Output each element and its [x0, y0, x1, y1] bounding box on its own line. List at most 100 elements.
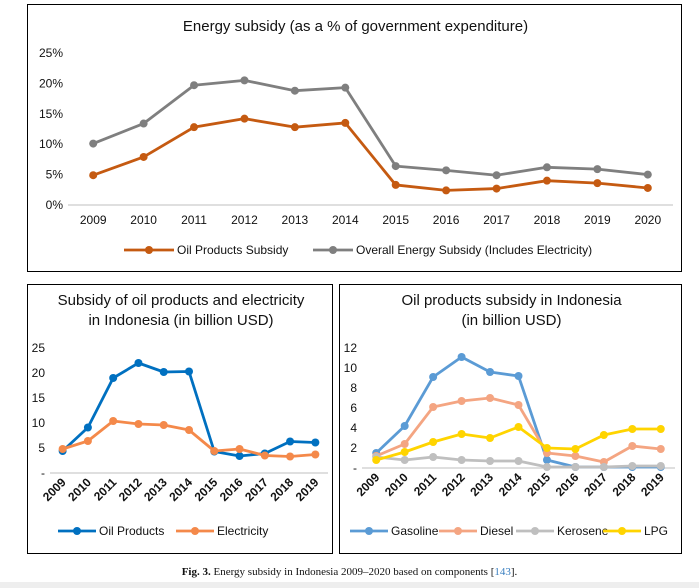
- data-point: [457, 397, 466, 405]
- figure-caption: Fig. 3. Energy subsidy in Indonesia 2009…: [0, 566, 699, 578]
- x-tick-label: 2014: [166, 475, 195, 504]
- data-point: [429, 403, 438, 411]
- x-tick-label: 2019: [638, 470, 667, 499]
- x-tick-label: 2011: [411, 470, 440, 499]
- chart-oil-products-subsidy: Oil products subsidy in Indonesia (in bil…: [339, 284, 682, 554]
- x-tick-label: 2013: [141, 475, 170, 504]
- data-point: [442, 166, 451, 175]
- x-tick-label: 2016: [553, 470, 582, 499]
- data-point: [514, 401, 523, 409]
- x-tick-label: 2009: [354, 470, 383, 499]
- data-point: [159, 368, 168, 376]
- data-point: [139, 119, 148, 128]
- data-point: [391, 162, 400, 171]
- x-tick-label: 2012: [231, 213, 258, 227]
- data-point: [542, 456, 551, 464]
- data-point: [593, 165, 602, 174]
- legend-marker: [531, 527, 539, 535]
- series-line: [91, 117, 650, 192]
- data-point: [190, 123, 199, 132]
- x-tick-label: 2014: [496, 470, 525, 499]
- legend-marker: [73, 527, 81, 535]
- chart-svg: Oil products subsidy in Indonesia (in bil…: [344, 292, 675, 538]
- legend-label: Gasoline: [391, 524, 439, 538]
- y-tick-label: 25: [32, 341, 46, 355]
- y-tick-label: 15: [32, 391, 46, 405]
- x-tick-label: 2010: [65, 475, 94, 504]
- data-point: [486, 394, 495, 402]
- y-tick-label: 6: [350, 401, 357, 415]
- data-point: [400, 440, 409, 448]
- chart-energy-subsidy-pct: Energy subsidy (as a % of government exp…: [27, 4, 682, 272]
- x-tick-label: 2010: [130, 213, 157, 227]
- x-tick-label: 2015: [192, 475, 221, 504]
- data-point: [400, 448, 409, 456]
- data-point: [457, 353, 466, 361]
- y-tick-label: 10: [344, 361, 358, 375]
- data-point: [542, 444, 551, 452]
- bottom-strip: [0, 582, 699, 588]
- data-point: [429, 453, 438, 461]
- x-tick-label: 2015: [382, 213, 409, 227]
- data-point: [159, 421, 168, 429]
- data-point: [457, 456, 466, 464]
- data-point: [400, 456, 409, 464]
- x-tick-label: 2012: [439, 470, 468, 499]
- x-tick-label: 2017: [483, 213, 510, 227]
- data-point: [391, 180, 400, 189]
- data-point: [599, 463, 608, 471]
- x-tick-label: 2017: [242, 475, 271, 504]
- data-point: [240, 114, 249, 123]
- legend-label: Oil Products: [99, 524, 164, 538]
- legend-label: Electricity: [217, 524, 268, 538]
- data-point: [628, 462, 637, 470]
- x-tick-label: 2010: [382, 470, 411, 499]
- data-point: [185, 367, 193, 376]
- chart-oil-electricity-subsidy: Subsidy of oil products and electricity i…: [27, 284, 333, 554]
- data-point: [372, 456, 381, 464]
- x-tick-label: 2016: [433, 213, 460, 227]
- data-point: [290, 86, 299, 95]
- legend-marker: [191, 527, 199, 535]
- data-point: [656, 462, 665, 470]
- chart-subtitle: (in billion USD): [461, 312, 561, 329]
- chart-subtitle: in Indonesia (in billion USD): [88, 312, 273, 329]
- data-point: [486, 434, 495, 442]
- caption-reference-link[interactable]: 143: [494, 566, 511, 578]
- data-point: [89, 171, 98, 180]
- x-tick-label: 2013: [282, 213, 309, 227]
- data-point: [514, 457, 523, 465]
- caption-end: ].: [510, 566, 518, 578]
- legend-label: LPG: [644, 524, 668, 538]
- data-point: [656, 445, 665, 453]
- data-point: [185, 426, 193, 434]
- x-tick-label: 2018: [267, 475, 296, 504]
- data-point: [542, 176, 551, 185]
- data-point: [643, 170, 652, 179]
- legend-label: Diesel: [480, 524, 513, 538]
- data-point: [109, 417, 118, 425]
- data-point: [593, 179, 602, 188]
- data-point: [311, 450, 320, 459]
- chart-title: Subsidy of oil products and electricity: [58, 292, 305, 309]
- legend-label: Oil Products Subsidy: [177, 243, 288, 257]
- y-tick-label: 10%: [39, 137, 63, 151]
- data-point: [139, 152, 148, 161]
- data-point: [210, 447, 219, 455]
- series-line: [91, 78, 650, 177]
- y-tick-label: 5: [38, 441, 45, 455]
- data-point: [311, 438, 320, 447]
- x-tick-label: 2017: [581, 470, 610, 499]
- y-tick-label: 0%: [46, 198, 64, 212]
- y-tick-label: 15%: [39, 107, 63, 121]
- chart-svg: Energy subsidy (as a % of government exp…: [39, 18, 673, 257]
- data-point: [656, 425, 665, 433]
- legend-marker: [329, 246, 337, 254]
- chart-svg: Subsidy of oil products and electricity i…: [32, 292, 328, 538]
- data-point: [235, 452, 244, 460]
- y-tick-label: 20%: [39, 76, 63, 90]
- data-point: [599, 431, 608, 439]
- x-tick-label: 2012: [116, 475, 145, 504]
- data-point: [190, 81, 199, 90]
- data-point: [83, 423, 92, 432]
